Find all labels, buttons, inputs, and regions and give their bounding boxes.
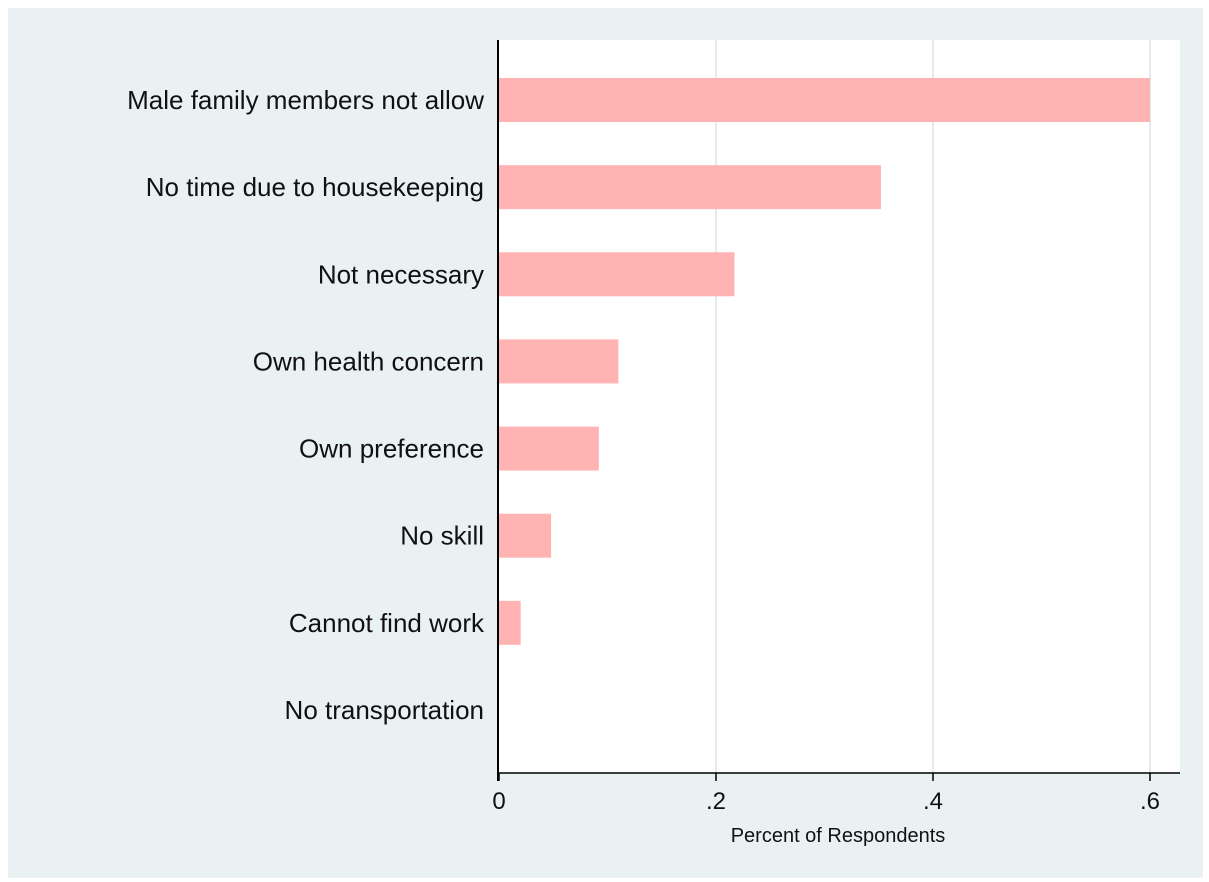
plot-area (498, 40, 1180, 773)
bar-6 (499, 600, 521, 645)
x-axis-title: Percent of Respondents (731, 825, 946, 847)
bar-2 (499, 252, 735, 297)
bar-chart: Male family members not allow No time due… (8, 8, 1203, 878)
category-label-5: No skill (400, 521, 484, 551)
x-tick-label-2: .4 (923, 788, 943, 815)
bar-5 (499, 513, 552, 558)
category-label-0: Male family members not allow (127, 85, 484, 115)
x-tick-label-3: .6 (1140, 788, 1160, 815)
bars (499, 78, 1150, 645)
chart-canvas: Male family members not allow No time due… (8, 8, 1203, 878)
x-tick-label-0: 0 (492, 788, 505, 815)
x-tick-labels: 0 .2 .4 .6 (492, 788, 1160, 815)
category-labels: Male family members not allow No time due… (127, 85, 485, 725)
bar-3 (499, 339, 619, 384)
bar-0 (499, 78, 1150, 122)
bar-1 (499, 165, 881, 210)
category-label-6: Cannot find work (289, 608, 485, 638)
x-tick-label-1: .2 (706, 788, 726, 815)
axes (497, 40, 1180, 781)
bar-4 (499, 426, 599, 471)
gridlines (715, 40, 1151, 773)
category-label-3: Own health concern (253, 346, 484, 376)
category-label-7: No transportation (285, 695, 484, 725)
category-label-1: No time due to housekeeping (146, 172, 484, 202)
category-label-2: Not necessary (318, 259, 484, 289)
category-label-4: Own preference (299, 434, 484, 464)
